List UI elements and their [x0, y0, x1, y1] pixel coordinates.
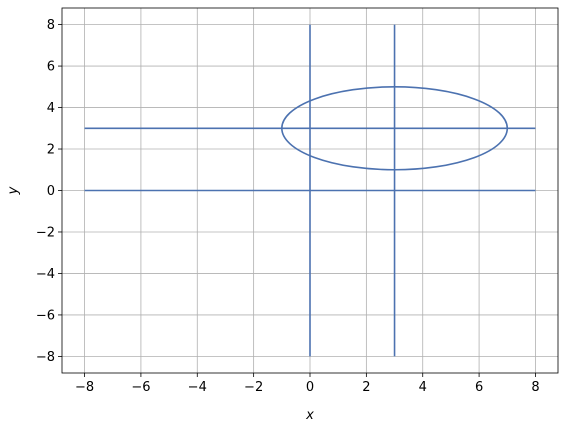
x-tick-label: −6: [131, 380, 150, 395]
y-axis-label: y: [6, 186, 21, 195]
x-tick-label: 2: [362, 380, 370, 395]
y-tick-label: 8: [47, 18, 55, 33]
x-tick-label: −2: [244, 380, 263, 395]
x-tick-label: −4: [188, 380, 207, 395]
y-tick-label: −4: [36, 267, 55, 282]
y-tick-label: −6: [36, 308, 55, 323]
y-tick-label: 4: [47, 101, 55, 116]
y-tick-label: −2: [36, 225, 55, 240]
x-axis-label: x: [305, 408, 314, 423]
x-tick-label: 6: [475, 380, 483, 395]
y-tick-label: 2: [47, 143, 55, 158]
y-tick-label: 0: [47, 184, 55, 199]
x-tick-label: −8: [75, 380, 94, 395]
x-tick-label: 8: [531, 380, 539, 395]
x-tick-label: 4: [419, 380, 427, 395]
x-tick-label: 0: [306, 380, 314, 395]
y-tick-label: −8: [36, 350, 55, 365]
y-tick-label: 6: [47, 60, 55, 75]
